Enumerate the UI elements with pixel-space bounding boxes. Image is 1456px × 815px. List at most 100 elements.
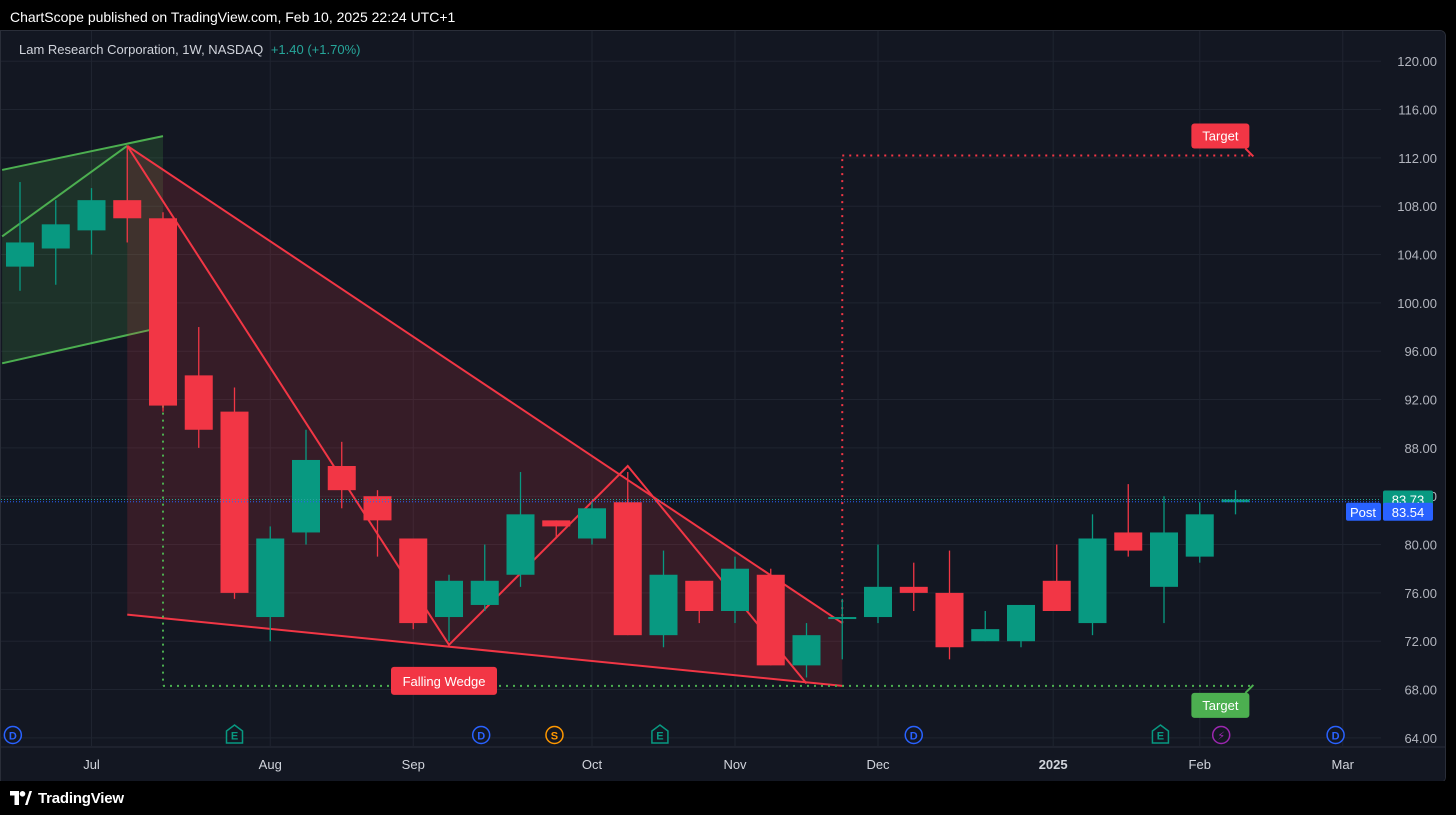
symbol-legend[interactable]: Lam Research Corporation, 1W, NASDAQ +1.… bbox=[19, 42, 360, 57]
event-circle bbox=[3, 725, 23, 745]
candle-body bbox=[935, 592, 964, 648]
price-change: +1.40 (+1.70%) bbox=[270, 42, 361, 57]
price-tick-label: 120.00 bbox=[1397, 54, 1437, 69]
candle bbox=[506, 472, 535, 587]
event-circle bbox=[904, 725, 923, 745]
channel-pivot-line bbox=[1, 144, 128, 238]
target-label: Target bbox=[1202, 698, 1239, 713]
earnings-shape bbox=[651, 724, 669, 744]
post-tag-text: Post bbox=[1350, 505, 1376, 520]
candle-body bbox=[649, 574, 678, 636]
price-tick-label: 100.00 bbox=[1397, 296, 1437, 311]
tradingview-logo-icon bbox=[10, 791, 32, 805]
event-dividend-icon[interactable]: D bbox=[3, 725, 23, 745]
candle-body bbox=[756, 574, 785, 666]
price-tick-label: 96.00 bbox=[1404, 344, 1437, 359]
price-tick-label: 68.00 bbox=[1404, 683, 1437, 698]
candle bbox=[542, 520, 571, 539]
footer-bar: TradingView bbox=[0, 781, 1456, 815]
price-tick-label: 72.00 bbox=[1404, 634, 1437, 649]
candle bbox=[899, 562, 928, 611]
time-tick-label: Aug bbox=[259, 757, 282, 772]
candle bbox=[649, 550, 678, 648]
event-letter: E bbox=[656, 731, 663, 743]
tradingview-logo[interactable]: TradingView bbox=[10, 789, 124, 807]
event-circle bbox=[1326, 725, 1345, 745]
candle-body bbox=[1007, 604, 1035, 642]
symbol-title: Lam Research Corporation, 1W, NASDAQ bbox=[19, 42, 264, 57]
price-chart[interactable]: Target Target Falling Wedge 64.00 68.00 72.00… bbox=[1, 31, 1445, 782]
time-tick-label: Oct bbox=[582, 757, 603, 772]
candle-body bbox=[971, 629, 1000, 642]
candle bbox=[149, 212, 177, 412]
time-tick-label: Feb bbox=[1189, 757, 1211, 772]
candle bbox=[1078, 514, 1107, 636]
chart-background bbox=[1, 31, 1445, 782]
target-label-box bbox=[1191, 692, 1250, 718]
candle-body bbox=[1042, 580, 1071, 611]
published-text: ChartScope published on TradingView.com,… bbox=[10, 9, 456, 25]
candle bbox=[1221, 490, 1250, 515]
event-dividend-icon[interactable]: D bbox=[1326, 725, 1345, 745]
candle-body bbox=[828, 617, 857, 620]
candles bbox=[6, 145, 1250, 678]
chart-frame[interactable]: Target Target Falling Wedge 64.00 68.00 72.00… bbox=[0, 30, 1446, 783]
wedge-label-box bbox=[391, 666, 497, 695]
event-dividend-icon[interactable]: D bbox=[471, 725, 491, 745]
tradingview-brand: TradingView bbox=[38, 789, 124, 807]
candle-body bbox=[1114, 532, 1143, 551]
candle-body bbox=[578, 508, 606, 539]
candle-body bbox=[542, 520, 571, 527]
price-tick-label: 64.00 bbox=[1404, 731, 1437, 746]
event-dividend-icon[interactable]: D bbox=[904, 725, 923, 745]
candle bbox=[721, 556, 749, 624]
time-tick-label: Dec bbox=[866, 757, 890, 772]
event-letter: ⚡ bbox=[1217, 731, 1225, 743]
candle bbox=[1150, 496, 1178, 624]
candle-body bbox=[435, 580, 463, 618]
candle-body bbox=[792, 635, 821, 666]
wedge-zigzag bbox=[126, 145, 808, 685]
falling-wedge-label: Falling Wedge bbox=[391, 666, 497, 695]
event-earnings-icon[interactable]: E bbox=[651, 724, 669, 744]
earnings-shape bbox=[1151, 724, 1170, 744]
candle-body bbox=[256, 538, 285, 618]
price-tick-label: 104.00 bbox=[1397, 248, 1437, 263]
wedge-lower-line bbox=[127, 613, 843, 687]
price-tick-label: 116.00 bbox=[1398, 103, 1437, 118]
channel-upper-line bbox=[1, 135, 164, 171]
event-earnings-icon[interactable]: E bbox=[225, 724, 244, 744]
candle-body bbox=[292, 459, 320, 533]
candle bbox=[864, 544, 892, 624]
event-split-icon[interactable]: S bbox=[545, 725, 564, 745]
time-tick-label: Jul bbox=[83, 757, 100, 772]
time-axis: Jul Aug Sep Oct Nov Dec 2025 Feb Mar bbox=[1, 746, 1445, 772]
price-tick-label: 76.00 bbox=[1404, 586, 1437, 601]
price-axis-bg bbox=[1381, 31, 1445, 782]
event-letter: E bbox=[231, 731, 238, 743]
candle bbox=[613, 472, 642, 636]
time-tick-label: 2025 bbox=[1039, 757, 1068, 772]
candle-body bbox=[1185, 514, 1214, 557]
candle bbox=[971, 611, 1000, 642]
candle-body bbox=[363, 496, 392, 521]
candle-body bbox=[184, 375, 213, 430]
candle-body bbox=[1221, 499, 1250, 503]
event-earnings-icon[interactable]: E bbox=[1151, 724, 1170, 744]
event-letter: D bbox=[910, 731, 918, 743]
event-letter: D bbox=[477, 731, 485, 743]
candle bbox=[578, 502, 606, 545]
time-tick-label: Nov bbox=[723, 757, 747, 772]
event-flash-icon[interactable]: ⚡ bbox=[1211, 725, 1231, 745]
wedge-label-text: Falling Wedge bbox=[403, 674, 486, 689]
event-circle bbox=[545, 725, 564, 745]
event-letter: D bbox=[9, 731, 17, 743]
earnings-shape bbox=[225, 724, 244, 744]
candle bbox=[399, 538, 428, 630]
post-tag-badge bbox=[1346, 502, 1381, 521]
candle-body bbox=[506, 514, 535, 575]
event-letter: D bbox=[1332, 731, 1340, 743]
candle bbox=[6, 182, 34, 291]
price-axis: 64.0068.0072.0076.0080.0084.0088.0092.00… bbox=[1346, 31, 1445, 782]
target-pointer bbox=[1244, 684, 1255, 694]
